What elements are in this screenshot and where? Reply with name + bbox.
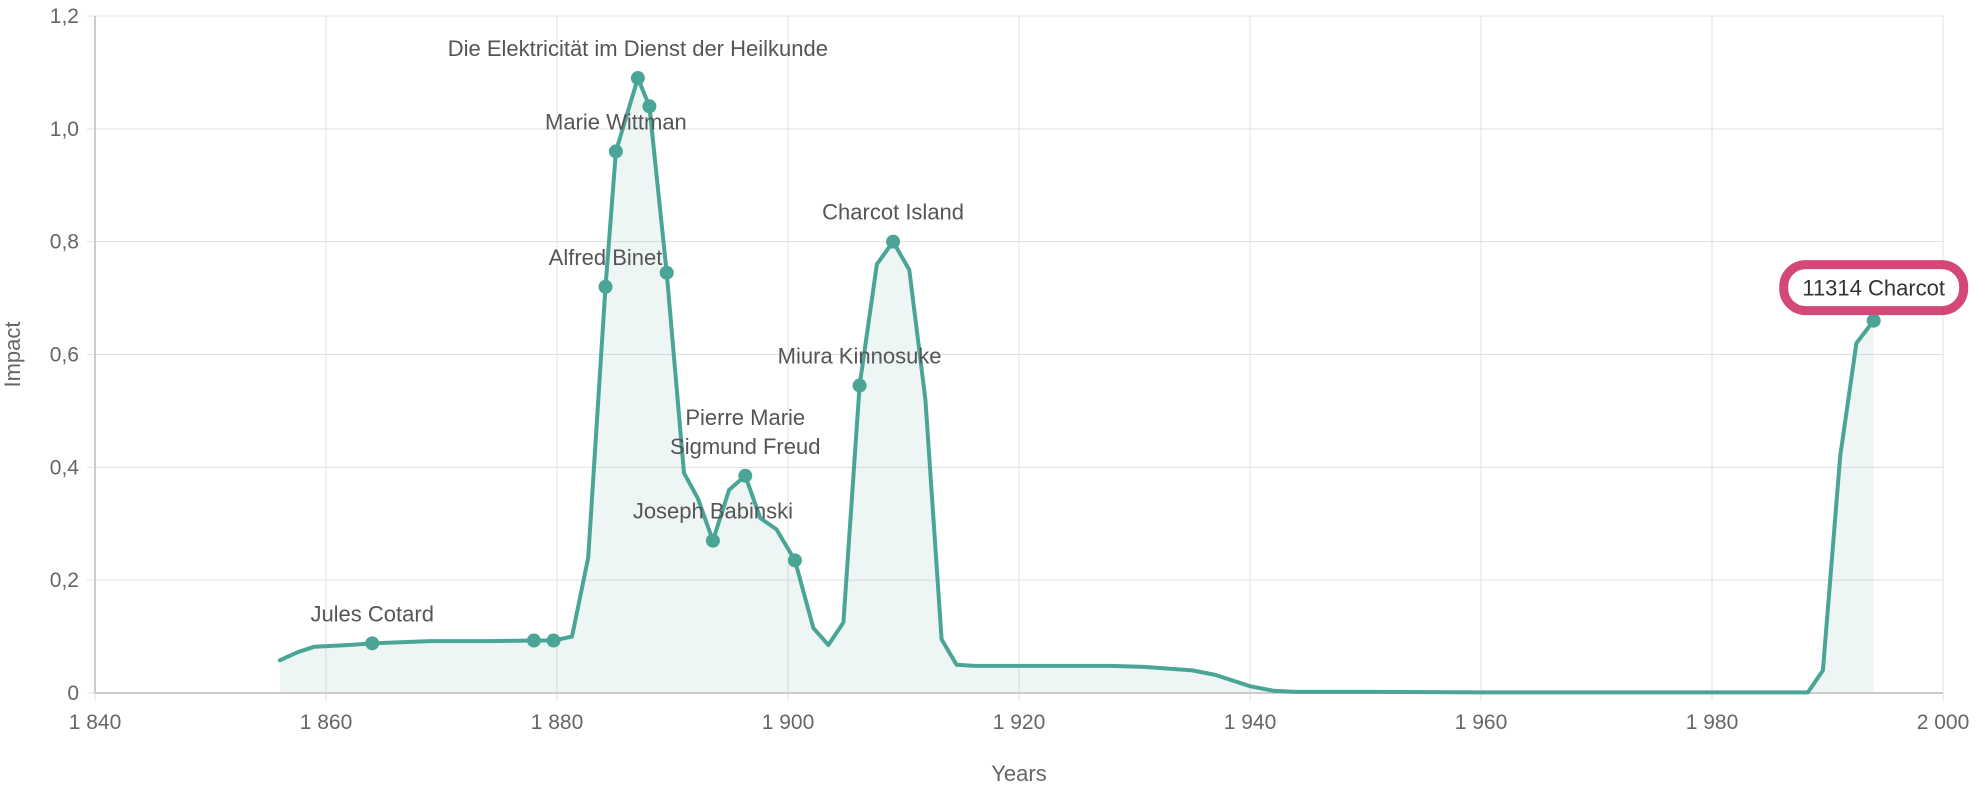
point-label: Pierre Marie [685,405,805,430]
y-tick-label: 1,2 [50,5,79,28]
x-tick-label: 1 920 [993,711,1046,734]
y-tick-label: 0,6 [50,344,79,367]
data-point[interactable] [365,636,380,651]
grid [95,15,1944,693]
y-tick-label: 0 [67,682,79,705]
point-label: Miura Kinnosuke [778,344,942,369]
x-tick-label: 1 900 [762,711,815,734]
highlight-point[interactable] [1866,313,1881,328]
x-tick-label: 1 940 [1224,711,1277,734]
x-tick-label: 1 860 [300,711,353,734]
point-label: Jules Cotard [310,601,434,626]
y-tick-label: 1,0 [50,118,79,141]
point-label: Sigmund Freud [670,434,820,459]
x-tick-label: 2 000 [1917,711,1970,734]
data-points [365,71,901,651]
x-tick-label: 1 880 [531,711,584,734]
series-line-layer [277,76,1876,695]
point-labels: Jules Cotard Alfred Binet Marie Wittman Die… [310,36,964,626]
data-point[interactable] [886,234,901,249]
data-point[interactable] [659,265,674,280]
y-tick-label: 0,2 [50,569,79,592]
point-label: Charcot Island [822,200,964,225]
series-area [279,78,1874,694]
data-point[interactable] [787,553,802,568]
x-tick-label: 1 960 [1455,711,1508,734]
y-tick-label: 0,8 [50,231,79,254]
series-line [277,76,1876,695]
data-point[interactable] [598,279,613,294]
data-point[interactable] [526,633,541,648]
x-tick-label: 1 980 [1686,711,1739,734]
highlight-callout[interactable]: 11314 Charcot [1779,260,1969,328]
data-point[interactable] [642,99,657,114]
y-tick-label: 0,4 [50,456,80,479]
data-point[interactable] [705,533,720,548]
series-area-layer [279,78,1874,694]
x-tick-label: 1 840 [69,711,122,734]
point-label: Marie Wittman [545,109,687,134]
data-point[interactable] [738,468,753,483]
point-label: Joseph Babinski [633,499,793,524]
point-label: Die Elektricität im Dienst der Heilkunde [448,36,828,61]
highlight-box [1779,260,1969,316]
point-label: Alfred Binet [549,245,663,270]
data-point[interactable] [608,144,623,159]
data-point[interactable] [546,633,561,648]
highlight-label: 11314 Charcot [1802,276,1945,301]
data-point[interactable] [630,71,645,86]
data-point[interactable] [852,378,867,393]
y-axis-title: Impact [0,321,25,387]
x-axis-title: Years [991,761,1046,786]
